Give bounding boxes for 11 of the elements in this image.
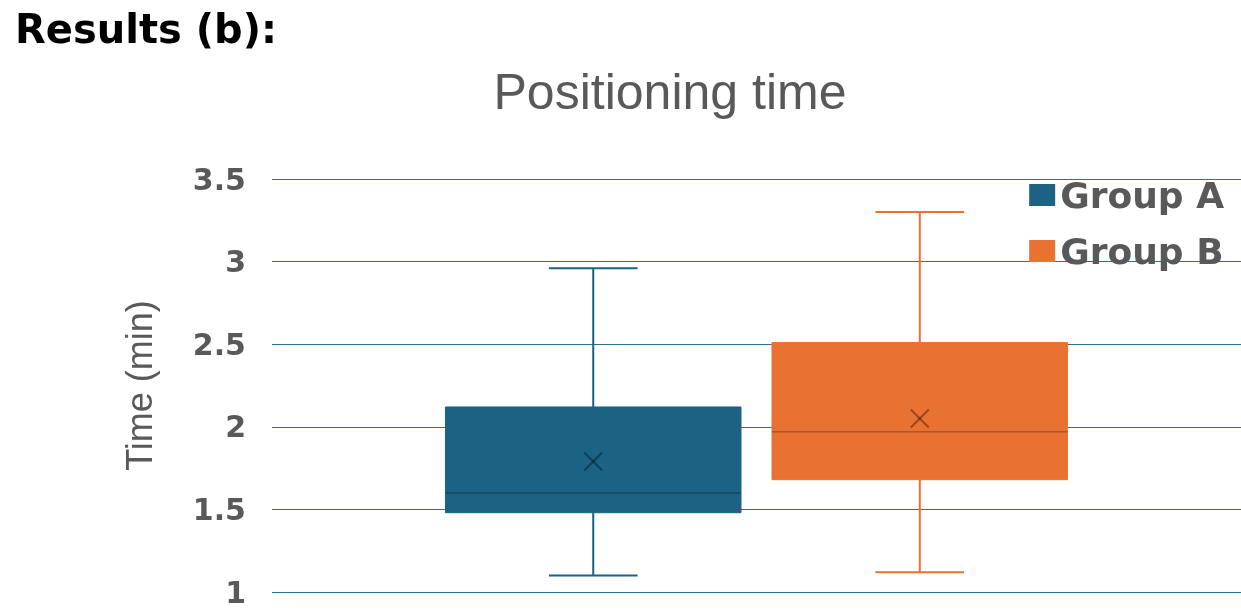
legend-label: Group B <box>1060 230 1224 272</box>
chart-title: Results (b): <box>15 6 277 52</box>
y-tick-label: 3.5 <box>192 161 246 197</box>
y-tick-label: 1 <box>225 574 246 610</box>
y-tick-label: 2.5 <box>192 326 246 362</box>
chart-subtitle: Positioning time <box>493 64 847 120</box>
legend-label: Group A <box>1060 174 1225 216</box>
y-axis-title: Time (min) <box>118 300 160 471</box>
y-tick-label: 1.5 <box>192 491 246 527</box>
y-tick-label: 2 <box>225 409 246 445</box>
y-tick-label: 3 <box>225 244 246 280</box>
